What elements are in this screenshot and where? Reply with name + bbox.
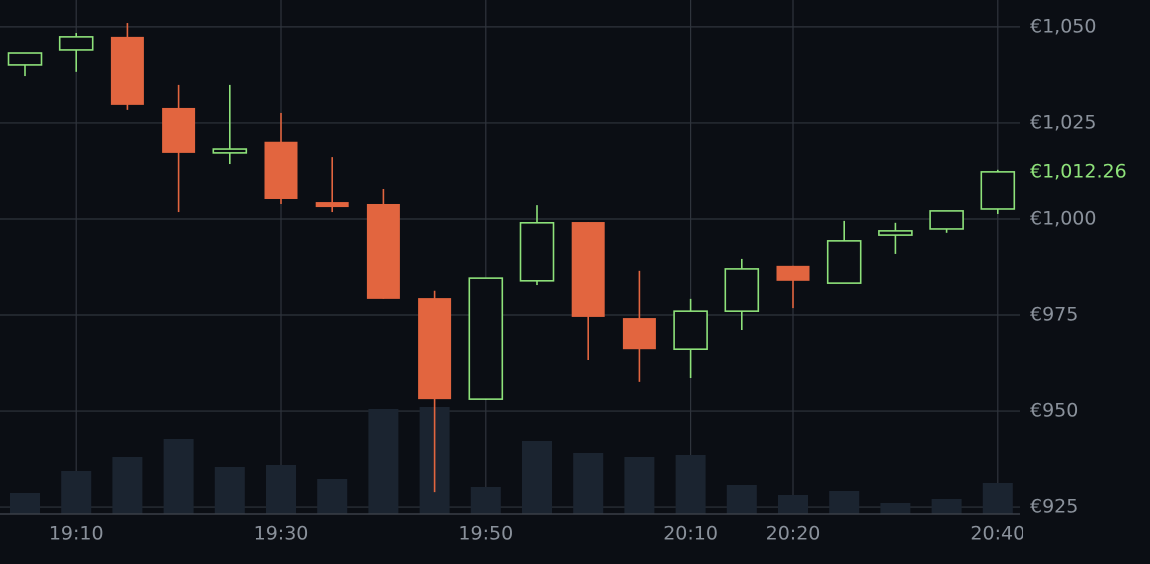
candle-body [212, 148, 248, 154]
candle-body [878, 230, 913, 236]
volume-bar [931, 499, 962, 514]
y-tick-label: €1,000 [1030, 207, 1096, 229]
x-tick-label: 20:20 [766, 523, 821, 545]
candle-body [724, 268, 760, 312]
candles [7, 23, 1016, 493]
x-tick-label: 19:30 [254, 523, 309, 545]
volume-bar [522, 441, 552, 514]
volume-bar [214, 467, 245, 514]
candle-body [366, 203, 400, 299]
volume-bar [880, 503, 911, 514]
candle-body [162, 107, 196, 153]
volume-bar [726, 485, 757, 514]
volume-bar [317, 479, 348, 514]
candle-body [622, 318, 656, 350]
candle-body [7, 52, 43, 66]
x-labels: 19:10 19:30 19:50 20:10 20:20 20:40 [49, 523, 1025, 545]
volume-bar [829, 491, 860, 514]
candle-body [673, 310, 708, 350]
volume-bar [61, 471, 92, 514]
candle-body [58, 36, 94, 51]
candle-body [776, 265, 810, 281]
last-price-label: €1,012.26 [1030, 160, 1127, 182]
candle-body [929, 210, 964, 230]
candle-body [519, 222, 555, 282]
x-tick-label: 19:10 [49, 523, 104, 545]
y-tick-label: €1,050 [1030, 15, 1096, 37]
volume-bar [982, 483, 1013, 514]
candle-body [571, 222, 605, 317]
y-tick-label: €950 [1030, 400, 1078, 422]
x-tick-label: 20:10 [663, 523, 718, 545]
x-tick-label: 19:50 [458, 523, 513, 545]
candle-body [468, 277, 504, 400]
volume-bar [10, 493, 40, 514]
y-tick-label: €975 [1030, 304, 1078, 326]
candle-body [110, 36, 144, 105]
volume-bar [112, 457, 143, 514]
volume-bar [778, 495, 808, 514]
candle-body [315, 202, 349, 208]
candle-body [826, 240, 862, 284]
volume-bar [573, 453, 604, 514]
y-tick-label: €1,025 [1030, 111, 1096, 133]
grid [0, 0, 1020, 514]
candle-body [264, 141, 298, 199]
volume-bar [163, 439, 194, 514]
candle-body [980, 171, 1016, 210]
x-tick-label: 20:40 [970, 523, 1025, 545]
volume-bar [675, 455, 706, 514]
volume-bar [266, 465, 296, 514]
y-labels: €925 €950 €975 €1,000 €1,025 €1,050 €1,012.26 [1030, 15, 1127, 517]
volume-bar [368, 409, 399, 514]
volume-bar [470, 487, 501, 514]
candle-body [418, 298, 452, 400]
volume-bar [624, 457, 655, 514]
y-tick-label: €925 [1030, 496, 1078, 518]
